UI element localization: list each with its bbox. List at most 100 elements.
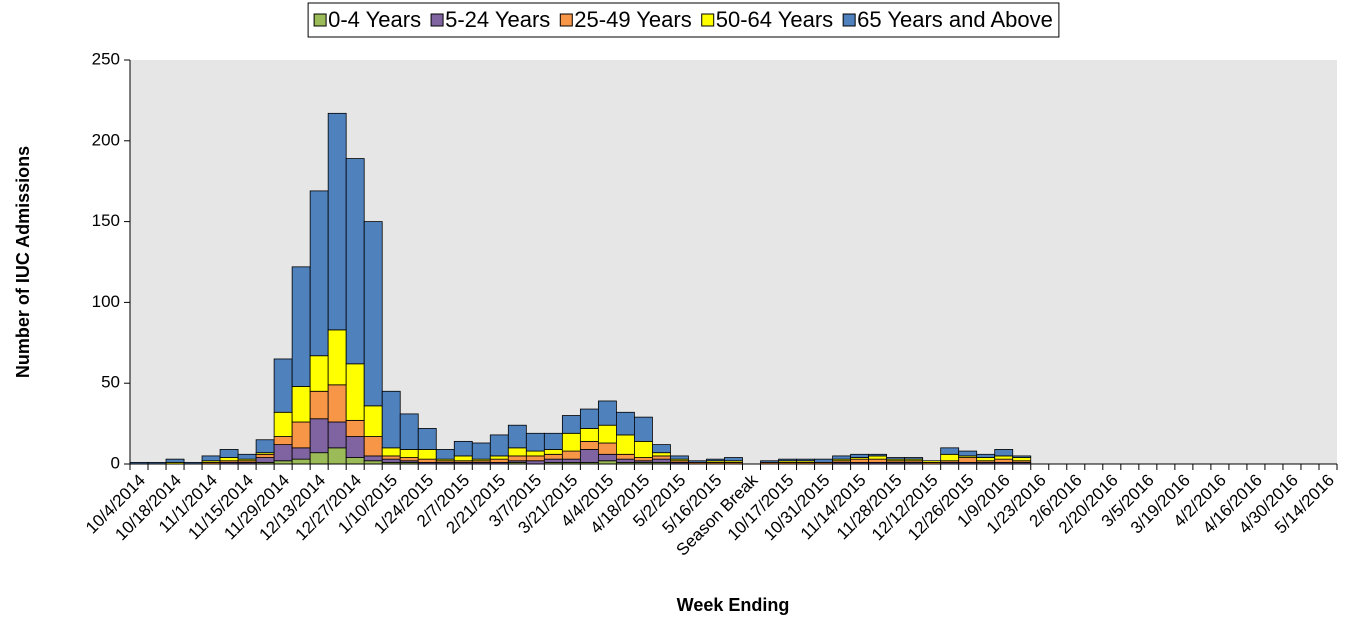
- bar-segment: [489, 458, 509, 463]
- bar-segment: [561, 458, 581, 463]
- bar-segment: [273, 444, 293, 462]
- bar-segment: [435, 449, 455, 460]
- bar-segment: [489, 455, 509, 460]
- bar-segment: [507, 455, 527, 462]
- bar-segment: [453, 440, 473, 457]
- bar-segment: [543, 453, 563, 460]
- legend-label: 65 Years and Above: [857, 7, 1053, 32]
- bar-segment: [1012, 455, 1032, 458]
- bar-segment: [399, 449, 419, 458]
- bar-segment: [597, 442, 617, 455]
- bar-segment: [616, 453, 635, 460]
- bar-segment: [868, 458, 888, 463]
- bar-segment: [417, 449, 437, 460]
- legend-swatch: [313, 13, 327, 27]
- bar-segment: [291, 447, 311, 460]
- bar-segment: [417, 458, 437, 463]
- bar-segment: [363, 436, 383, 457]
- legend-label: 0-4 Years: [328, 7, 421, 32]
- y-tick-label: 250: [92, 49, 120, 68]
- bar-segment: [489, 434, 509, 457]
- bar-segment: [688, 460, 707, 463]
- bar-segment: [724, 457, 743, 462]
- bar-segment: [309, 390, 329, 420]
- bar-segment: [543, 449, 563, 455]
- legend-swatch: [430, 13, 444, 27]
- y-tick-label: 50: [101, 373, 120, 392]
- bar-segment: [219, 457, 239, 462]
- bar-segment: [237, 453, 257, 460]
- bar-segment: [994, 455, 1014, 460]
- legend-swatch: [559, 13, 573, 27]
- bar-segment: [327, 112, 347, 331]
- bar-segment: [850, 453, 870, 458]
- bar-segment: [976, 457, 996, 462]
- bar-segment: [561, 450, 581, 460]
- bar-segment: [597, 453, 617, 462]
- bar-segment: [652, 455, 671, 460]
- bar-segment: [670, 455, 689, 460]
- bar-segment: [255, 457, 275, 463]
- bar-segment: [399, 413, 419, 450]
- legend-swatch: [701, 13, 715, 27]
- bar-segment: [940, 453, 960, 462]
- y-tick-label: 0: [111, 453, 120, 472]
- bar-segment: [471, 442, 491, 460]
- bar-segment: [327, 421, 347, 449]
- bar-segment: [652, 444, 671, 454]
- bar-segment: [309, 355, 329, 392]
- legend: 0-4 Years 5-24 Years 25-49 Years 50-64 Year…: [307, 2, 1060, 38]
- bar-segment: [327, 447, 347, 465]
- legend-swatch: [842, 13, 856, 27]
- bar-segment: [814, 458, 833, 463]
- legend-label: 25-49 Years: [574, 7, 691, 32]
- y-tick-label: 200: [92, 130, 120, 149]
- bar-segment: [381, 390, 401, 449]
- bar-segment: [345, 436, 365, 458]
- bar-segment: [309, 190, 329, 357]
- bar-segment: [381, 455, 401, 460]
- bar-segment: [904, 457, 924, 460]
- bar-segment: [309, 418, 329, 454]
- bar-segment: [652, 452, 671, 457]
- bar-segment: [291, 421, 311, 449]
- bar-segment: [291, 386, 311, 423]
- y-tick-label: 150: [92, 211, 120, 230]
- bar-segment: [291, 266, 311, 387]
- bar-segment: [616, 458, 635, 463]
- bar-segment: [561, 415, 581, 434]
- bar-segment: [525, 455, 545, 462]
- bar-segment: [291, 458, 311, 465]
- bar-segment: [832, 455, 851, 460]
- bar-segment: [597, 400, 617, 426]
- bar-segment: [561, 432, 581, 452]
- bar-segment: [327, 384, 347, 423]
- bar-segment: [940, 447, 960, 455]
- bar-segment: [850, 458, 870, 463]
- bar-segment: [958, 450, 978, 457]
- bar-segment: [525, 450, 545, 457]
- bar-segment: [652, 458, 671, 463]
- bar-segment: [778, 458, 797, 462]
- bar-segment: [273, 436, 293, 446]
- bar-segment: [616, 434, 635, 455]
- legend-label: 5-24 Years: [445, 7, 550, 32]
- bar-segment: [201, 455, 221, 462]
- bar-segment: [507, 424, 527, 449]
- bar-segment: [309, 452, 329, 465]
- x-axis-title: Week Ending: [677, 595, 790, 615]
- bar-segment: [634, 440, 653, 458]
- bar-segment: [363, 221, 383, 407]
- bar-segment: [255, 453, 275, 458]
- bar-segment: [399, 457, 419, 462]
- bar-segment: [543, 432, 563, 450]
- bar-segment: [579, 428, 599, 442]
- bar-segment: [868, 453, 888, 457]
- bar-segment: [597, 424, 617, 444]
- bar-segment: [579, 440, 599, 450]
- bar-segment: [417, 428, 437, 450]
- bar-segment: [796, 458, 815, 462]
- bar-segment: [363, 455, 383, 462]
- bar-segment: [219, 449, 239, 458]
